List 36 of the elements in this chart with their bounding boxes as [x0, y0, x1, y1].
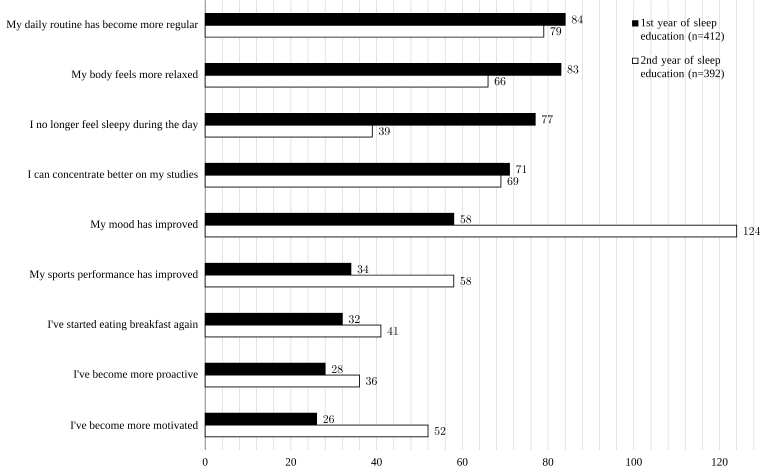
data-label: 66: [494, 77, 506, 86]
data-label: 79: [550, 26, 562, 36]
x-tick-label: 100: [626, 458, 642, 466]
x-tick-label: 40: [371, 458, 382, 466]
data-label: 58: [460, 215, 472, 224]
y-tick-label: My body feels more relaxed: [72, 70, 198, 80]
y-tick-label: I no longer feel sleepy during the day: [30, 120, 198, 130]
x-tick-label: 0: [202, 458, 208, 466]
y-tick-label: I've become more proactive: [74, 370, 198, 380]
data-label: 83: [568, 65, 578, 74]
data-label: 124: [744, 226, 760, 235]
y-tick-label: My sports performance has improved: [30, 270, 198, 280]
data-label: 77: [542, 115, 553, 124]
legend-label: 2nd year of sleep education (n=392): [640, 56, 724, 80]
x-tick-label: 80: [542, 458, 554, 466]
data-label: 58: [460, 276, 472, 285]
data-label: 28: [332, 364, 343, 374]
data-label: 32: [348, 315, 360, 324]
y-tick-label: I can concentrate better on my studies: [28, 170, 198, 180]
data-label: 26: [323, 414, 334, 424]
data-label: 34: [358, 264, 368, 274]
x-tick-label: 20: [286, 458, 296, 466]
y-tick-label: I've started eating breakfast again: [48, 320, 198, 330]
data-label: 69: [508, 176, 518, 186]
x-tick-label: 120: [712, 458, 728, 466]
data-label: 41: [387, 326, 398, 335]
x-tick-label: 60: [457, 458, 468, 466]
data-label: 36: [366, 376, 377, 385]
y-tick-label: I've become more motivated: [70, 420, 198, 429]
data-label: 71: [516, 165, 526, 174]
data-label: 52: [434, 426, 446, 435]
y-tick-label: My mood has improved: [90, 220, 198, 230]
y-tick-label: My daily routine has become more regular: [6, 20, 198, 30]
legend-label: 1st year of sleep education (n=412): [640, 18, 724, 42]
data-label: 39: [378, 126, 390, 136]
data-label: 84: [572, 15, 583, 24]
